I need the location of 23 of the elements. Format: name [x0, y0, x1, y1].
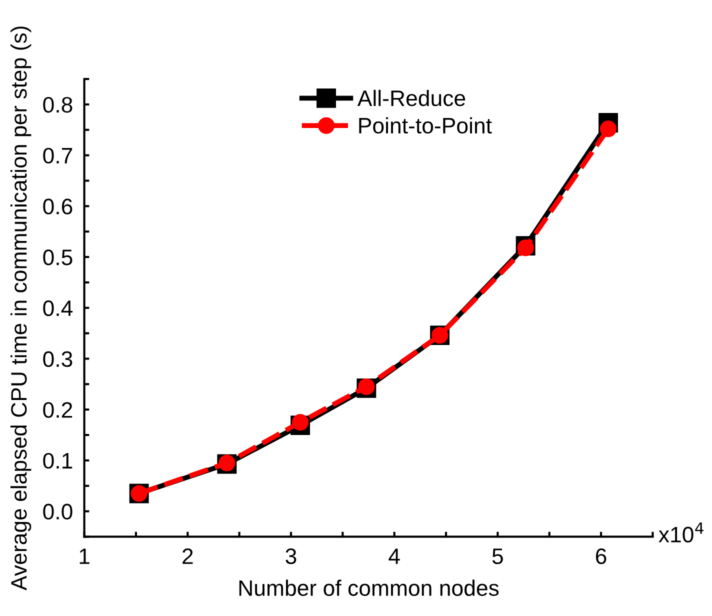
x-tick-label: 1: [80, 548, 90, 564]
y-tick-label: 0.4: [43, 300, 73, 316]
y-tick-label: 0.1: [43, 452, 72, 469]
text: x10$^{4}$: [658, 522, 704, 543]
x-tick-label: 5: [492, 548, 503, 564]
y-tick-label: 0.2: [43, 402, 72, 418]
point: [292, 414, 309, 431]
point: [600, 120, 617, 138]
legend-label: All-Reduce: [357, 90, 466, 106]
y-tick-label: 0.3: [43, 351, 72, 367]
y-tick-label: 0.5: [43, 250, 72, 266]
x-tick-label: 6: [596, 548, 606, 564]
y-tick-label: 0.8: [43, 96, 72, 113]
point: [517, 240, 534, 256]
legend-label: Point-to-Point: [359, 117, 492, 134]
x-tick-label: 3: [286, 548, 296, 564]
y-tick-label: 0.0: [43, 504, 72, 520]
y-axis-title: Average elapsed CPU time in communication per step (s): [10, 26, 32, 590]
y-tick-label: 0.7: [43, 148, 72, 164]
x-tick-label: 4: [388, 548, 400, 564]
x-tick-label: 2: [182, 548, 193, 564]
x-axis-title: Number of common nodes: [239, 580, 499, 596]
y-tick-label: 0.6: [43, 198, 72, 214]
